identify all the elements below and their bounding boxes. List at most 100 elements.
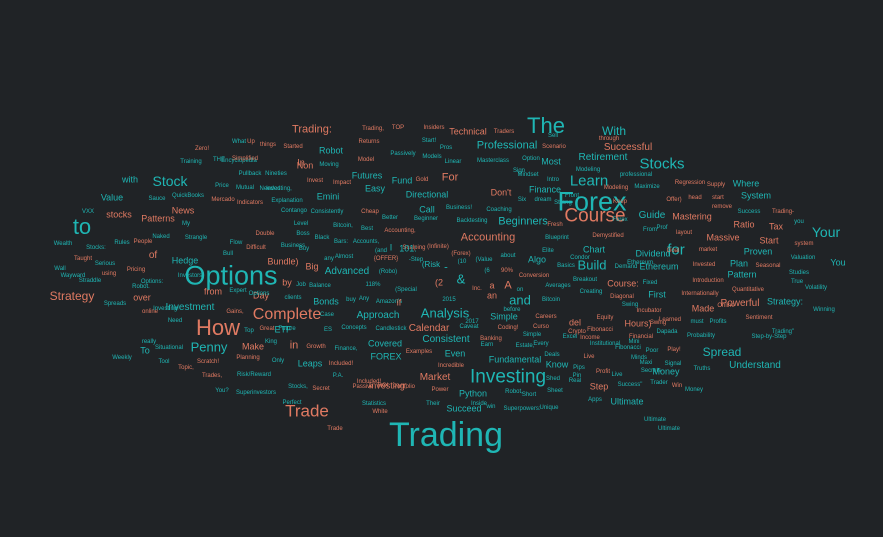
word-ethereum: Ethereum,	[627, 260, 655, 266]
word-creating: Creating	[579, 289, 603, 295]
word-weekly: Weekly	[112, 355, 132, 361]
word-mindset: Mindset	[517, 172, 539, 178]
word-inside: Inside	[470, 401, 488, 407]
word-mutual: Mutual	[235, 185, 255, 191]
word-etf: ETF	[274, 324, 292, 335]
word-beginners: Beginners	[498, 215, 548, 228]
word-real: Real	[568, 378, 582, 384]
word-curso: Curso	[532, 324, 550, 330]
word-elite: Elite	[542, 248, 554, 254]
word-what: What	[231, 139, 247, 145]
word-statistics: Statistics	[361, 401, 387, 407]
word-money: Money	[684, 387, 704, 393]
word-shed: Shed	[545, 376, 561, 382]
word-truths: Truths	[693, 366, 711, 372]
word-wealth: Wealth	[53, 241, 73, 247]
word-tool: Tool	[158, 359, 170, 365]
word-live: Live	[583, 354, 595, 360]
word-top: TOP	[391, 125, 405, 131]
word-a: a	[489, 280, 495, 291]
word-special: (Special	[395, 287, 417, 293]
word-ratio: Ratio	[733, 219, 755, 230]
word-made: Made	[691, 303, 715, 314]
word-forex: FOREX	[370, 351, 402, 362]
word-how: How	[195, 315, 241, 340]
word-start: start	[712, 195, 724, 201]
word-every: Every	[533, 341, 549, 347]
word-stocks: Stocks	[639, 155, 685, 173]
word-zero: Zero!	[194, 146, 210, 152]
word-training: Training	[180, 159, 202, 165]
word-cheap: Cheap	[361, 209, 379, 215]
word-front: Front	[564, 193, 580, 199]
word-tax: Tax	[768, 221, 784, 232]
word-play: Play!	[667, 347, 681, 353]
word-system: System	[740, 190, 772, 201]
word-guide: Guide	[638, 210, 666, 221]
word-the: THE	[213, 157, 225, 163]
word-explanation: Explanation	[271, 198, 303, 204]
word-incubator: Incubator	[636, 308, 662, 314]
word-spread: Spread	[702, 345, 742, 359]
word-market: market	[698, 247, 718, 253]
word-mercado: Mercado	[211, 197, 235, 203]
word-caveat: Caveat	[459, 324, 479, 330]
word-massive: Massive	[706, 232, 740, 243]
word-2017: 2017	[465, 319, 479, 325]
word-calendar: Calendar	[408, 323, 450, 334]
word-invested: Invested	[692, 262, 716, 268]
word-options: Options	[184, 260, 278, 291]
word-trader: Trader	[650, 380, 668, 386]
word-day: Day	[252, 290, 270, 301]
word-retirement: Retirement	[578, 152, 628, 163]
word-strong: Strong	[554, 200, 572, 206]
word-conversion: Conversion	[518, 273, 550, 279]
word-invest: Invest	[306, 178, 324, 184]
word-pips: Pips	[573, 365, 585, 371]
word-indicators: Indicators	[236, 200, 264, 206]
word-news: News	[171, 205, 195, 216]
word-investment: Investment	[165, 302, 215, 313]
word-simple: Simple	[522, 332, 542, 338]
word-spreads: Spreads	[103, 301, 127, 307]
word-plan: Plan	[729, 258, 749, 269]
word-step: -Step	[408, 257, 424, 263]
word-investing: Investing:	[368, 380, 408, 391]
word-inc: Inc.	[472, 286, 482, 292]
word-trading: Trading"	[771, 329, 795, 335]
word-course: Course:	[607, 278, 639, 289]
word-you: You	[830, 257, 846, 268]
word-sentiment: Sentiment	[745, 315, 773, 321]
word-poor: Poor	[645, 348, 659, 354]
word-expert: Expert	[229, 288, 247, 294]
word-quickbooks: QuickBooks	[171, 193, 205, 199]
word-infinite: (Infinite)	[427, 244, 449, 250]
word-planning: Planning	[236, 355, 260, 361]
word-mini: Mini	[628, 339, 640, 345]
word-scratch: Scratch!	[196, 359, 220, 365]
word-through: through	[598, 136, 620, 142]
word-backtesting: Backtesting	[456, 218, 488, 224]
word-ultimate: Ultimate	[610, 396, 644, 407]
word-difficult: Difficult	[246, 245, 266, 251]
word-using: using	[101, 271, 117, 277]
word-in: in	[289, 339, 299, 352]
word-goal: Goal	[666, 248, 680, 254]
word-stock: Stock	[152, 173, 188, 189]
word-win: Win	[671, 383, 683, 389]
word-online: online	[141, 309, 159, 315]
word-analysis: Analysis	[420, 305, 470, 321]
word-taught: Taught	[73, 256, 93, 262]
word-where: Where	[732, 178, 760, 189]
word-investing: Investing!	[153, 306, 179, 312]
word-trading: Trading-	[771, 209, 795, 215]
word-pullback: Pullback	[238, 171, 262, 177]
word-symbol: &	[456, 271, 466, 287]
word-prof: Prof	[656, 225, 668, 231]
word-averages: Averages	[545, 283, 571, 289]
word-bundle: Bundle)	[267, 256, 299, 267]
word-roi: ROI	[377, 383, 389, 389]
word-trade: Trade	[327, 426, 343, 432]
word-buy: Buy	[298, 246, 310, 252]
word-approach: Approach	[356, 310, 400, 321]
